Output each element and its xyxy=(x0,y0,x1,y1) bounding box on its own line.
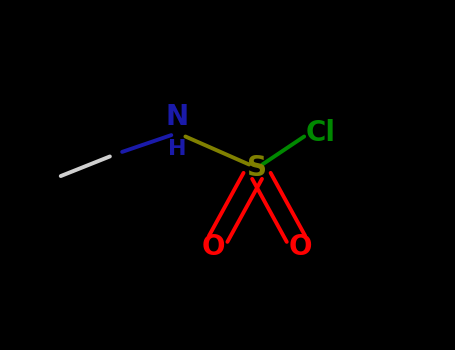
Text: O: O xyxy=(288,233,312,261)
Text: N: N xyxy=(166,103,189,131)
Text: O: O xyxy=(202,233,226,261)
Text: H: H xyxy=(168,139,187,159)
Text: S: S xyxy=(247,154,267,182)
Text: Cl: Cl xyxy=(306,119,336,147)
